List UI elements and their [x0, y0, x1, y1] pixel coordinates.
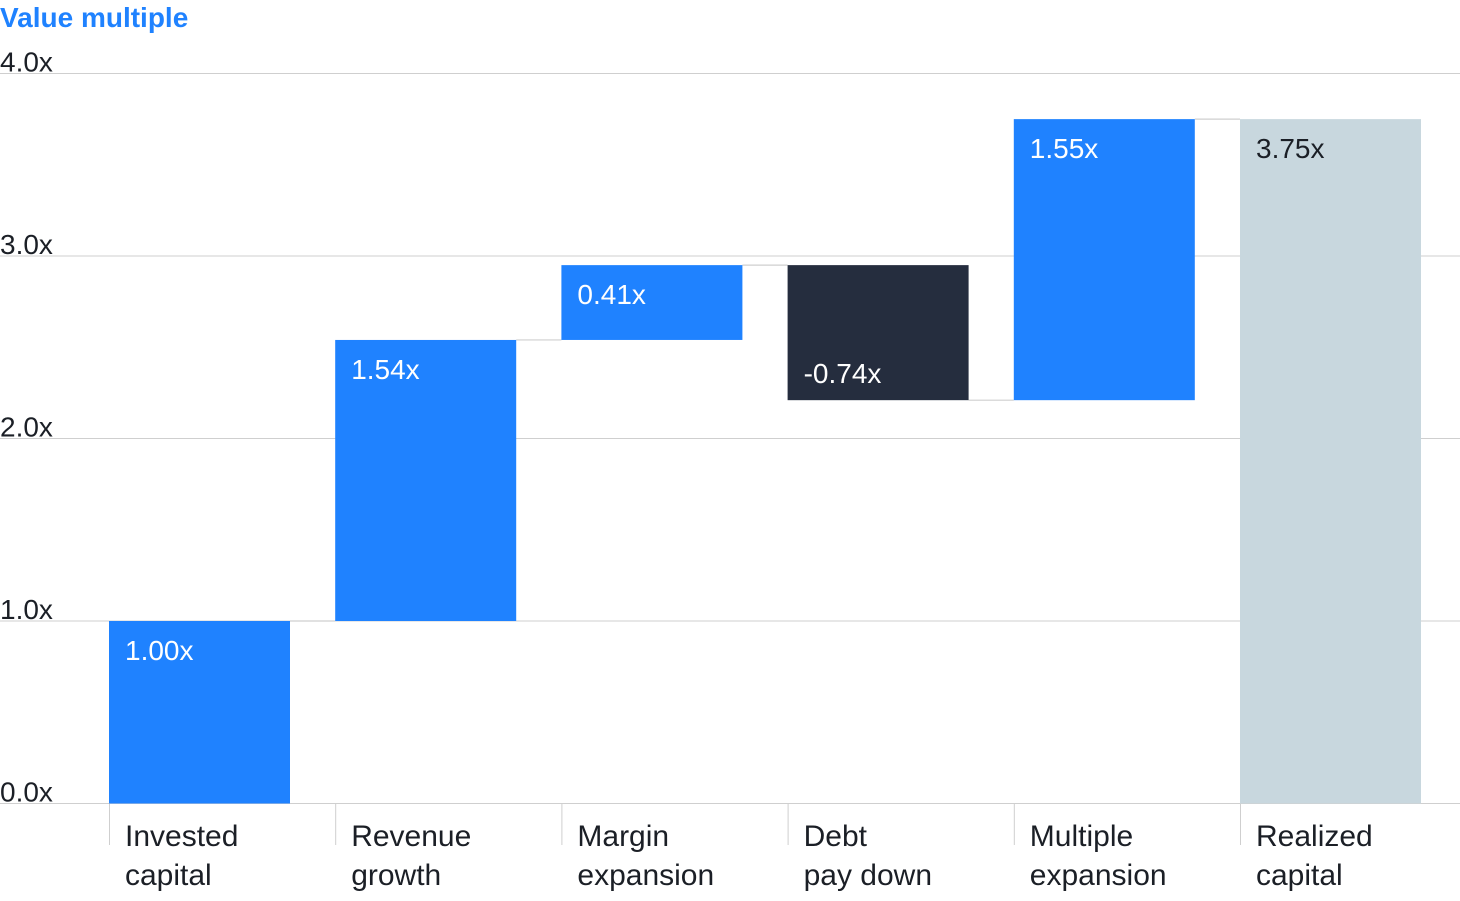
bar-value-label: 1.55x	[1030, 133, 1099, 164]
bar-2	[561, 265, 743, 340]
category-label: Invested	[125, 820, 238, 853]
category-label: Realized	[1256, 820, 1373, 853]
category-label: capital	[125, 859, 212, 892]
bar-value-label: 1.00x	[125, 635, 194, 666]
category-label: Margin	[577, 820, 669, 853]
bar-value-label: 3.75x	[1256, 133, 1325, 164]
y-tick-label: 0.0x	[0, 777, 53, 808]
x-axis-categories: Invested capital Revenue growth Margin expans…	[109, 803, 1373, 892]
category-label: expansion	[577, 859, 714, 892]
bars: 1.00x 1.54x 0.41x -0.74x 1.55x 3.75x	[109, 119, 1421, 804]
y-tick-label: 4.0x	[0, 47, 53, 78]
category-label: Debt	[804, 820, 868, 853]
category-label: Multiple	[1030, 820, 1133, 853]
bar-1	[335, 339, 517, 621]
y-tick-label: 2.0x	[0, 412, 53, 443]
category-label: pay down	[804, 859, 932, 892]
bar-value-label: -0.74x	[804, 358, 882, 389]
y-tick-label: 1.0x	[0, 594, 53, 625]
connectors	[290, 118, 1240, 622]
category-label: expansion	[1030, 859, 1167, 892]
bar-5	[1240, 119, 1421, 804]
bar-3	[787, 265, 969, 401]
y-axis-title: Value multiple	[0, 2, 188, 33]
y-tick-label: 3.0x	[0, 229, 53, 260]
bar-0	[109, 621, 290, 804]
y-axis-ticks: 0.0x 1.0x 2.0x 3.0x 4.0x	[0, 47, 53, 808]
bar-4	[1013, 119, 1195, 401]
category-label: growth	[351, 859, 441, 892]
bar-value-label: 1.54x	[351, 354, 420, 385]
category-label: Revenue	[351, 820, 471, 853]
category-label: capital	[1256, 859, 1343, 892]
bar-value-label: 0.41x	[577, 279, 646, 310]
